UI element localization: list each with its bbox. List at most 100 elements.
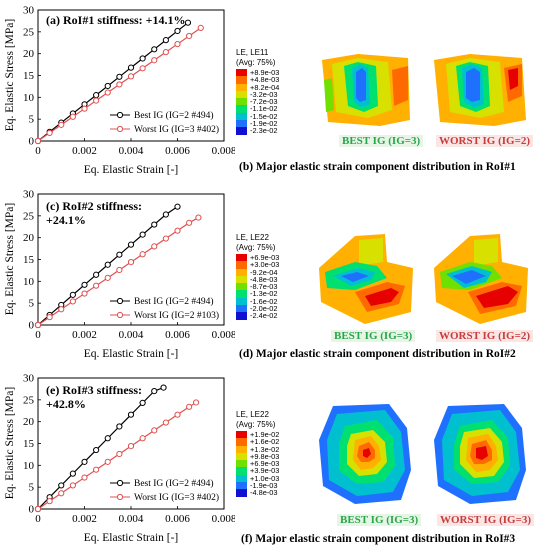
legend-rows: +8.9e-03 +4.8e-03 +8.2e-04 -3.2e-03 -7.2e-03…	[236, 69, 306, 135]
data-point-worst	[69, 298, 76, 305]
legend-swatch	[236, 120, 247, 128]
data-point-worst	[104, 89, 111, 96]
legend-row: +3.0e-03	[236, 261, 306, 269]
worst-label-roi2: WORST IG (IG=2)	[436, 330, 534, 342]
chart-title-line1: (e) RoI#3 stiffness:	[46, 383, 142, 397]
data-point-worst	[151, 57, 158, 64]
legend-marker-worst	[116, 125, 124, 133]
legend-title-line1: LE, LE22	[236, 233, 269, 242]
y-tick-label: 0	[29, 504, 35, 516]
series-layer	[34, 203, 202, 329]
legend-title-line2: (Avg: 75%)	[236, 243, 276, 252]
x-ticks: 0 0.002 0.004 0.006 0.008	[35, 138, 235, 157]
worst-label-roi3: WORST IG (IG=3)	[437, 514, 535, 526]
y-tick-label: 30	[23, 373, 35, 385]
legend-row: -3.2e-03	[236, 91, 306, 98]
render-band	[365, 288, 399, 306]
data-point-best	[174, 27, 181, 35]
data-point-worst	[58, 306, 65, 313]
legend-value: +3.9e-03	[250, 466, 280, 476]
legend: Best IG (IG=2 #494) Worst IG (IG=3 #402)	[110, 478, 219, 503]
legend-row: +1.9e-02	[236, 431, 306, 438]
data-point-worst	[139, 251, 146, 258]
x-tick-label: 0.004	[119, 329, 144, 341]
y-axis-label: Eq. Elastic Stress [MPa]	[4, 19, 16, 131]
legend-value: -2.4e-02	[250, 311, 278, 321]
data-point-worst	[195, 214, 202, 221]
legend-value: -4.8e-03	[250, 274, 278, 284]
legend-marker-worst	[116, 493, 124, 501]
legend-label-worst: Worst IG (IG=2 #103)	[134, 310, 219, 321]
data-point-best	[151, 221, 158, 228]
data-point-worst	[81, 290, 88, 297]
legend-swatch	[236, 127, 247, 135]
render-band	[363, 448, 371, 458]
render-band	[476, 446, 488, 460]
chart-roi3: (e) RoI#3 stiffness: +42.8% Eq. Elastic …	[4, 373, 235, 545]
legend-value: -8.7e-03	[250, 282, 278, 292]
legend-value: +6.9e-03	[250, 253, 280, 262]
y-ticks: 0 5 10 15 20 25 30	[23, 189, 41, 332]
legend-swatch	[236, 112, 247, 121]
data-point-best	[81, 281, 88, 288]
legend-value: +8.2e-04	[250, 82, 280, 92]
x-tick-label: 0.006	[165, 329, 190, 341]
legend-row: -4.8e-03	[236, 276, 306, 283]
series-layer	[34, 384, 200, 513]
contour-legend-1: LE, LE11 (Avg: 75%) +8.9e-03 +4.8e-03 +8.2…	[236, 48, 306, 135]
data-point-worst	[127, 73, 135, 80]
legend-value: +9.8e-03	[250, 451, 280, 461]
legend-swatch	[236, 482, 247, 490]
legend-swatch	[236, 69, 247, 77]
legend-label-best: Best IG (IG=2 #494)	[134, 296, 214, 307]
legend-label-worst: Worst IG (IG=3 #402)	[134, 124, 219, 135]
legend-rows: +6.9e-03 +3.0e-03 -9.2e-04 -4.8e-03 -8.7e-03…	[236, 254, 306, 320]
series-layer	[34, 19, 204, 145]
y-tick-label: 20	[23, 232, 35, 244]
legend-row: -1.9e-02	[236, 120, 306, 127]
data-point-worst	[139, 65, 146, 72]
legend-value: +8.9e-03	[250, 68, 280, 77]
legend-value: +4.8e-03	[250, 75, 280, 85]
legend-title-line1: LE, LE11	[236, 48, 269, 57]
legend-rows: +1.9e-02 +1.6e-02 +1.3e-02 +9.8e-03 +6.9e-03…	[236, 431, 306, 497]
data-point-worst	[46, 314, 53, 321]
contour-legend-2: LE, LE22 (Avg: 75%) +6.9e-03 +3.0e-03 -9.2…	[236, 233, 306, 320]
data-point-best	[93, 92, 100, 99]
legend-row: -1.3e-02	[236, 290, 306, 298]
x-tick-label: 0	[35, 513, 41, 525]
legend-swatch	[236, 312, 247, 320]
legend-value: -2.3e-02	[250, 126, 278, 136]
legend-label-worst: Worst IG (IG=3 #402)	[134, 492, 219, 503]
data-point-best	[127, 64, 135, 71]
legend-swatch	[236, 431, 247, 439]
legend-swatch	[236, 474, 247, 483]
legend-label-best: Best IG (IG=2 #494)	[134, 478, 214, 489]
y-tick-label: 10	[23, 460, 35, 472]
worst-label-roi1: WORST IG (IG=2)	[436, 135, 534, 147]
legend-row: -1.5e-02	[236, 112, 306, 121]
data-point-worst	[69, 482, 76, 489]
data-point-worst	[104, 458, 111, 465]
render-band	[476, 286, 518, 308]
data-point-worst	[34, 321, 42, 329]
data-point-worst	[104, 274, 111, 281]
caption-roi2: (d) Major elastic strain component distr…	[239, 348, 516, 360]
legend-row: +6.9e-03	[236, 460, 306, 468]
data-point-best	[58, 482, 65, 489]
render-band	[474, 238, 498, 266]
chart-roi2: (c) RoI#2 stiffness: +24.1% Eq. Elastic …	[4, 189, 235, 361]
legend-row: -9.2e-04	[236, 268, 306, 276]
chart-title-line2: +24.1%	[46, 213, 86, 227]
legend-row: -1.1e-02	[236, 105, 306, 113]
chart-title: (a) RoI#1 stiffness: +14.1%	[46, 13, 186, 27]
data-point-worst	[34, 137, 42, 145]
render-band	[452, 270, 486, 284]
render-band	[466, 68, 480, 102]
legend-row: +1.0e-03	[236, 474, 306, 483]
data-point-best	[174, 203, 181, 210]
data-point-best	[139, 231, 146, 238]
fe-render-best-roi3	[319, 404, 411, 504]
y-tick-label: 15	[23, 438, 35, 450]
data-point-best	[69, 470, 76, 477]
